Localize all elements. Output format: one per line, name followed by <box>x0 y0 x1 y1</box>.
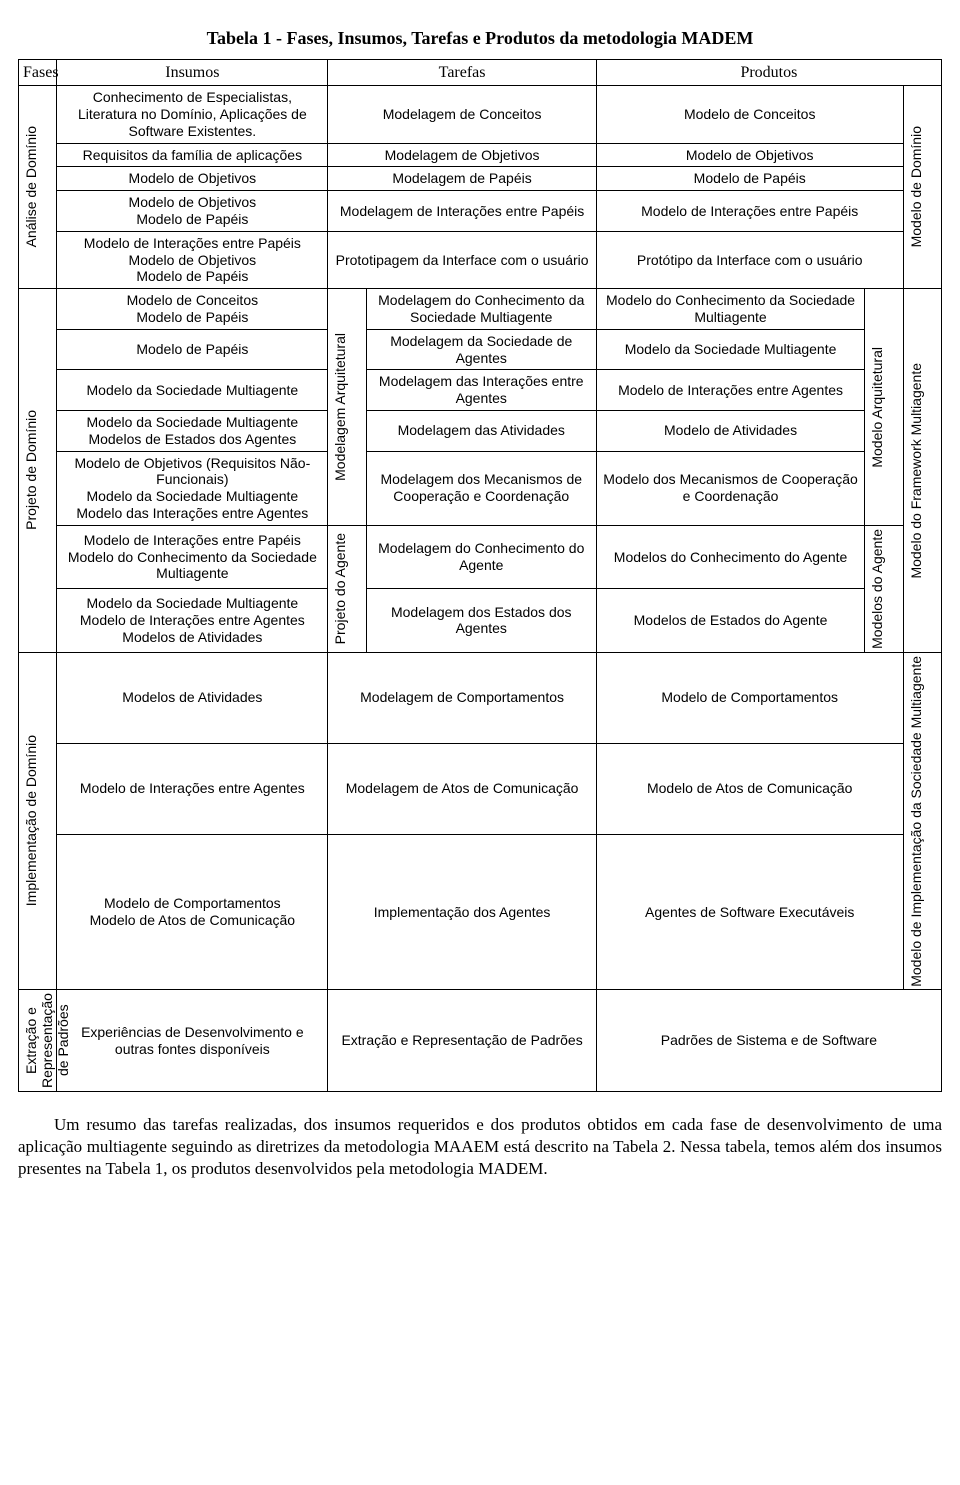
th-produtos: Produtos <box>596 60 941 86</box>
table-row: Modelo de Objetivos (Requisitos Não-Func… <box>19 451 942 525</box>
table-row: Modelo de Objetivos Modelagem de Papéis … <box>19 167 942 191</box>
cell-tarefas: Modelagem das Atividades <box>366 410 596 451</box>
output-label: Modelo de Implementação da Sociedade Mul… <box>908 656 924 987</box>
table-row: Modelo de Interações entre PapéisModelo … <box>19 231 942 288</box>
cell-tarefas: Modelagem dos Mecanismos de Cooperação e… <box>366 451 596 525</box>
cell-insumos: Modelo de ComportamentosModelo de Atos d… <box>57 834 328 990</box>
table-row: Projeto de Domínio Modelo de ConceitosMo… <box>19 289 942 330</box>
phase-label: Análise de Domínio <box>23 126 40 247</box>
th-fases: Fases <box>19 60 57 86</box>
cell-produtos: Modelos do Conhecimento do Agente <box>596 525 864 588</box>
table-row: Modelo de Papéis Modelagem da Sociedade … <box>19 329 942 370</box>
table-row: Modelo da Sociedade MultiagenteModelos d… <box>19 410 942 451</box>
cell-produtos: Modelo de Objetivos <box>596 143 903 167</box>
cell-insumos: Modelo de Interações entre PapéisModelo … <box>57 525 328 588</box>
cell-tarefas: Modelagem de Papéis <box>328 167 596 191</box>
cell-insumos: Modelo de Interações entre PapéisModelo … <box>57 231 328 288</box>
cell-insumos: Modelo de Papéis <box>57 329 328 370</box>
table-row: Modelo de Interações entre PapéisModelo … <box>19 525 942 588</box>
cell-insumos: Modelo de Interações entre Agentes <box>57 743 328 834</box>
cell-produtos: Modelo de Atividades <box>596 410 864 451</box>
cell-produtos: Protótipo da Interface com o usuário <box>596 231 903 288</box>
madem-table: Fases Insumos Tarefas Produtos Análise d… <box>18 59 942 1092</box>
cell-tarefas: Modelagem do Conhecimento do Agente <box>366 525 596 588</box>
cell-tarefas: Modelagem de Objetivos <box>328 143 596 167</box>
table-title: Tabela 1 - Fases, Insumos, Tarefas e Pro… <box>18 28 942 49</box>
suboutput-label: Modelo Arquitetural <box>869 347 886 468</box>
table-row: Modelo da Sociedade MultiagenteModelo de… <box>19 589 942 652</box>
cell-tarefas: Extração e Representação de Padrões <box>328 990 596 1092</box>
cell-tarefas: Modelagem de Conceitos <box>328 86 596 143</box>
cell-tarefas: Modelagem de Atos de Comunicação <box>328 743 596 834</box>
table-row: Modelo de ObjetivosModelo de Papéis Mode… <box>19 191 942 232</box>
cell-insumos: Modelo de ObjetivosModelo de Papéis <box>57 191 328 232</box>
th-insumos: Insumos <box>57 60 328 86</box>
cell-produtos: Modelo de Interações entre Agentes <box>596 370 864 411</box>
cell-insumos: Modelo de Objetivos (Requisitos Não-Func… <box>57 451 328 525</box>
cell-insumos: Modelo de ConceitosModelo de Papéis <box>57 289 328 330</box>
cell-tarefas: Modelagem das Interações entre Agentes <box>366 370 596 411</box>
table-row: Requisitos da família de aplicações Mode… <box>19 143 942 167</box>
output-label: Modelo do Framework Multiagente <box>908 363 925 579</box>
phase-label: Extração e Representação de Padrões <box>23 993 71 1088</box>
cell-insumos: Experiências de Desenvolvimento e outras… <box>57 990 328 1092</box>
cell-produtos: Modelo de Papéis <box>596 167 903 191</box>
phase-label: Projeto de Domínio <box>23 410 40 530</box>
cell-produtos: Modelo de Comportamentos <box>596 652 903 743</box>
table-row: Extração e Representação de Padrões Expe… <box>19 990 942 1092</box>
header-row: Fases Insumos Tarefas Produtos <box>19 60 942 86</box>
phase-label: Implementação de Domínio <box>23 735 39 906</box>
table-row: Análise de Domínio Conhecimento de Espec… <box>19 86 942 143</box>
cell-produtos: Modelo do Conhecimento da Sociedade Mult… <box>596 289 864 330</box>
cell-tarefas: Modelagem do Conhecimento da Sociedade M… <box>366 289 596 330</box>
cell-produtos: Modelo da Sociedade Multiagente <box>596 329 864 370</box>
cell-insumos: Modelo da Sociedade MultiagenteModelo de… <box>57 589 328 652</box>
cell-produtos: Modelo de Conceitos <box>596 86 903 143</box>
cell-produtos: Modelo de Interações entre Papéis <box>596 191 903 232</box>
th-tarefas: Tarefas <box>328 60 596 86</box>
cell-insumos: Requisitos da família de aplicações <box>57 143 328 167</box>
table-row: Modelo de ComportamentosModelo de Atos d… <box>19 834 942 990</box>
subphase-label: Modelagem Arquitetural <box>332 333 349 481</box>
cell-produtos: Modelo de Atos de Comunicação <box>596 743 903 834</box>
cell-insumos: Modelo de Objetivos <box>57 167 328 191</box>
cell-tarefas: Modelagem de Interações entre Papéis <box>328 191 596 232</box>
cell-insumos: Modelo da Sociedade Multiagente <box>57 370 328 411</box>
suboutput-label: Modelos do Agente <box>869 529 886 649</box>
cell-tarefas: Prototipagem da Interface com o usuário <box>328 231 596 288</box>
cell-insumos: Conhecimento de Especialistas, Literatur… <box>57 86 328 143</box>
cell-tarefas: Implementação dos Agentes <box>328 834 596 990</box>
subphase-label: Projeto do Agente <box>332 533 349 644</box>
cell-produtos: Agentes de Software Executáveis <box>596 834 903 990</box>
cell-insumos: Modelo da Sociedade MultiagenteModelos d… <box>57 410 328 451</box>
cell-produtos: Modelos de Estados do Agente <box>596 589 864 652</box>
cell-produtos: Modelo dos Mecanismos de Cooperação e Co… <box>596 451 864 525</box>
cell-tarefas: Modelagem da Sociedade de Agentes <box>366 329 596 370</box>
table-row: Implementação de Domínio Modelos de Ativ… <box>19 652 942 743</box>
table-row: Modelo de Interações entre Agentes Model… <box>19 743 942 834</box>
output-label: Modelo de Domínio <box>908 126 925 247</box>
cell-insumos: Modelos de Atividades <box>57 652 328 743</box>
table-row: Modelo da Sociedade Multiagente Modelage… <box>19 370 942 411</box>
cell-produtos: Padrões de Sistema e de Software <box>596 990 941 1092</box>
cell-tarefas: Modelagem de Comportamentos <box>328 652 596 743</box>
body-paragraph: Um resumo das tarefas realizadas, dos in… <box>18 1114 942 1179</box>
cell-tarefas: Modelagem dos Estados dos Agentes <box>366 589 596 652</box>
